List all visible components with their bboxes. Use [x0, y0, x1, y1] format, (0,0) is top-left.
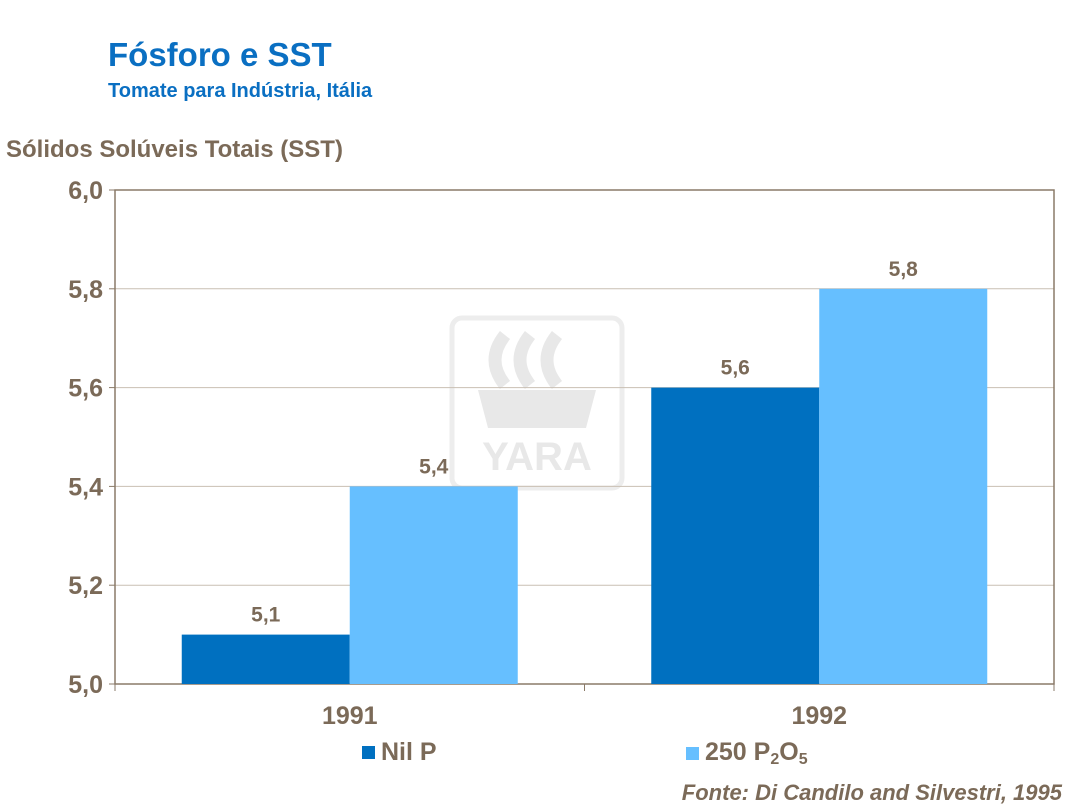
- y-tick-label: 6,0: [68, 177, 103, 205]
- legend-label: Nil P: [381, 738, 437, 766]
- source-note: Fonte: Di Candilo and Silvestri, 1995: [681, 780, 1062, 805]
- x-tick-label: 1991: [322, 702, 378, 730]
- data-label: 5,4: [419, 455, 449, 478]
- y-tick-label: 5,0: [68, 671, 103, 699]
- y-axis-label: Sólidos Solúveis Totais (SST): [6, 136, 343, 163]
- bar: [651, 387, 820, 684]
- page-subtitle: Tomate para Indústria, Itália: [108, 80, 373, 102]
- yara-logo-watermark: YARA: [449, 315, 625, 491]
- y-tick-label: 5,6: [68, 375, 103, 403]
- data-label: 5,8: [889, 258, 919, 281]
- y-tick-label: 5,2: [68, 572, 103, 600]
- bar: [181, 634, 350, 684]
- legend-item-250-p2o5: 250 P2O5: [686, 738, 808, 769]
- legend-item-nil-p: Nil P: [362, 738, 437, 767]
- x-tick-label: 1992: [791, 702, 847, 730]
- bar: [819, 288, 988, 684]
- page-title: Fósforo e SST: [108, 36, 332, 73]
- svg-text:YARA: YARA: [482, 435, 592, 479]
- legend-swatch: [686, 747, 699, 760]
- data-label: 5,1: [251, 604, 281, 627]
- data-label: 5,6: [721, 357, 750, 380]
- bar: [349, 486, 518, 684]
- y-tick-label: 5,8: [68, 276, 103, 304]
- y-tick-label: 5,4: [68, 473, 103, 501]
- legend-label: 250 P2O5: [705, 738, 808, 768]
- legend-swatch: [362, 746, 375, 759]
